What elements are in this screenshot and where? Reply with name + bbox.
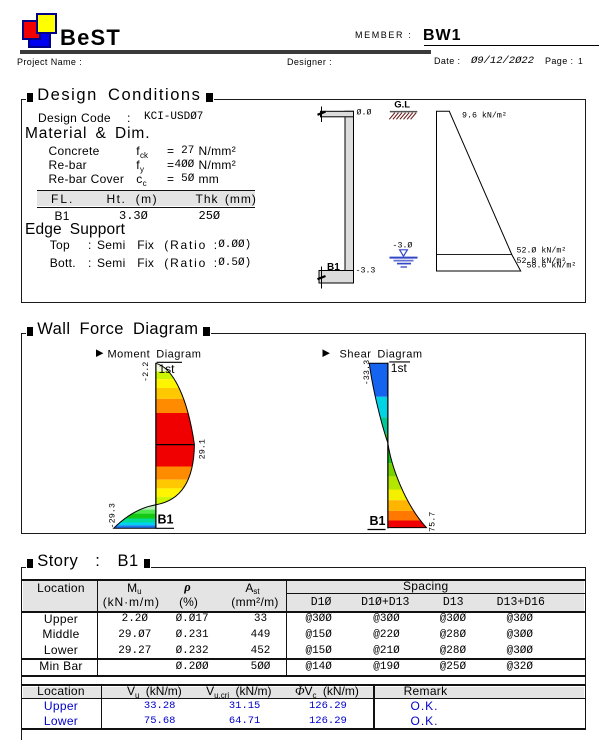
- svg-text:29.1: 29.1: [197, 439, 207, 459]
- svg-text:-33.3: -33.3: [362, 360, 372, 386]
- svg-text:58.6 kN/m²: 58.6 kN/m²: [527, 260, 577, 270]
- svg-text:-3.3: -3.3: [356, 267, 376, 276]
- svg-text:52.Ø kN/m²: 52.Ø kN/m²: [517, 246, 567, 256]
- svg-text:B1: B1: [158, 512, 174, 526]
- svg-text:Shear Diagram: Shear Diagram: [340, 348, 423, 360]
- svg-text:1st: 1st: [391, 361, 408, 375]
- svg-text:Ø.Ø: Ø.Ø: [357, 108, 372, 118]
- svg-text:B1: B1: [370, 514, 386, 528]
- svg-text:75.7: 75.7: [427, 512, 437, 532]
- svg-text:-29.3: -29.3: [108, 503, 118, 529]
- svg-text:B1: B1: [327, 262, 340, 273]
- svg-text:Moment Diagram: Moment Diagram: [108, 348, 202, 360]
- svg-text:52.8 kN/m²: 52.8 kN/m²: [517, 256, 567, 266]
- svg-text:1st: 1st: [159, 362, 176, 376]
- svg-text:G.L: G.L: [394, 99, 410, 110]
- svg-text:-2.2: -2.2: [141, 362, 151, 382]
- svg-text:9.6 kN/m²: 9.6 kN/m²: [462, 111, 507, 121]
- svg-text:-3.Ø: -3.Ø: [393, 241, 413, 251]
